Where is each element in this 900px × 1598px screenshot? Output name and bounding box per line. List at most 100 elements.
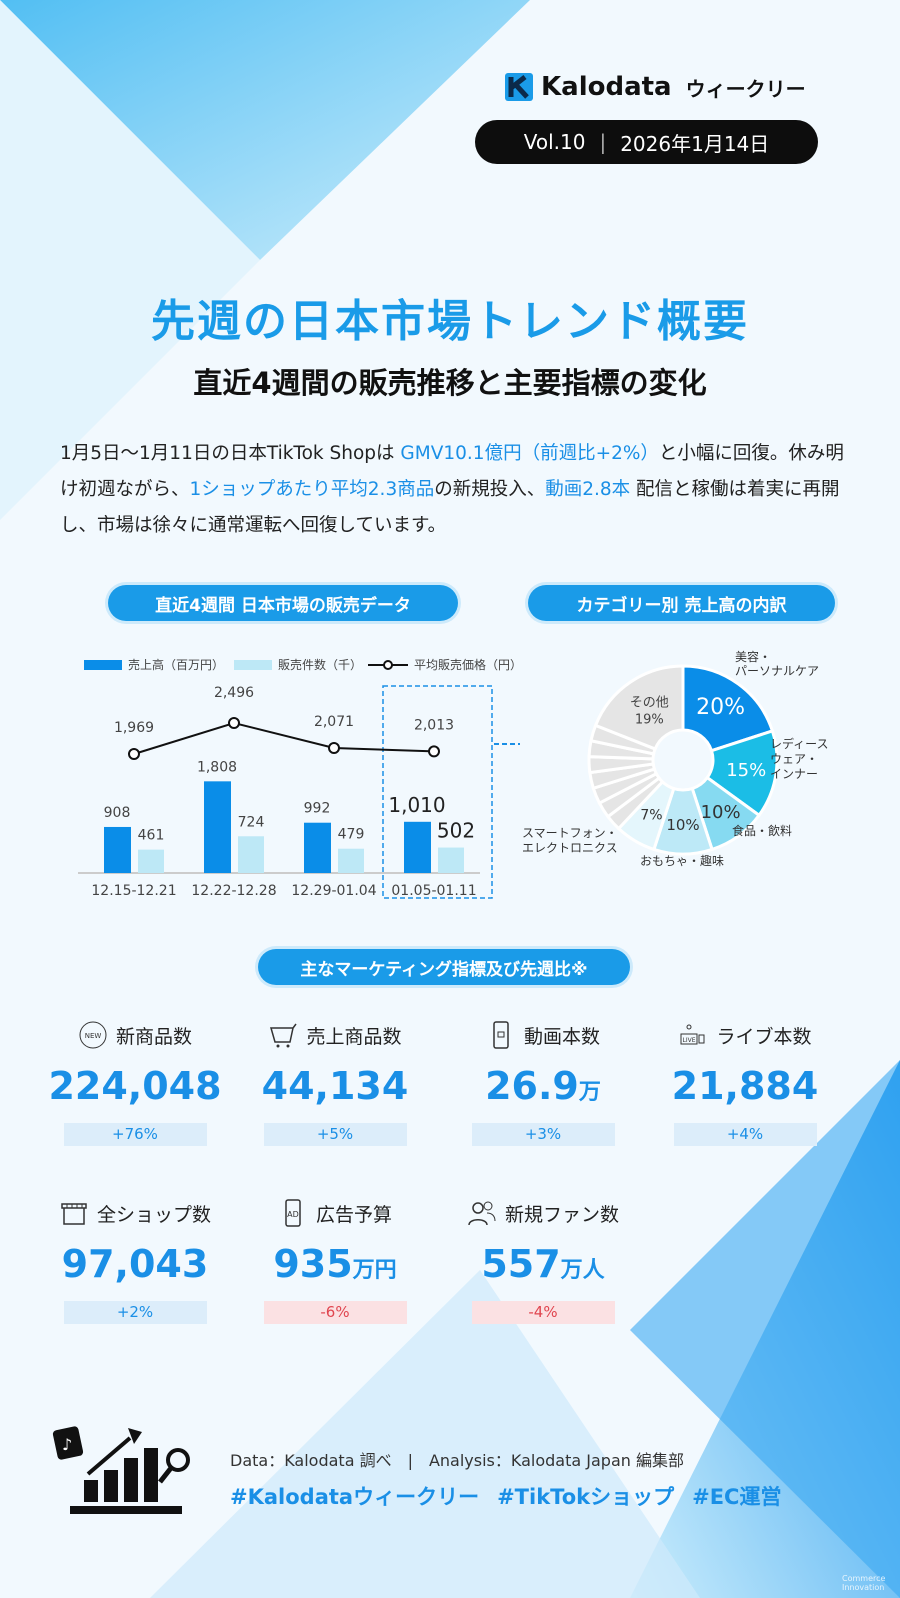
live-icon: LIVE [680,1024,705,1045]
bar-units [238,836,264,873]
metric-value-row: 935万円 [235,1240,435,1295]
series-name: ウィークリー [685,76,806,101]
brand-name: Kalodata [541,72,672,102]
bar-sales [304,822,331,873]
metric-value: 97,043 [61,1242,209,1286]
pie-slice [681,664,775,753]
analytics-illustration-icon: ♪ [52,1426,190,1514]
issue-date: 2026年1月14日 [620,131,770,156]
bar-units [138,849,164,873]
category-pie-chart: 20%15%10%10%7%その他19%美容・パーソナルケアレディースウェア・イ… [522,649,829,868]
x-tick-label: 01.05-01.11 [391,883,476,899]
issue-badge: Vol.10 | 2026年1月14日 [475,120,818,164]
bar-sales [404,821,431,873]
svg-text:NEW: NEW [85,1032,102,1040]
separator: | [599,130,607,154]
metric-card: AD 広告予算 935万円 -6% [235,1196,435,1324]
bar-sales-label: 1,808 [197,759,237,775]
bar-units [338,848,364,873]
hashtag[interactable]: #EC運営 [692,1485,782,1509]
svg-text:AD: AD [287,1210,299,1219]
metric-change-badge: +4% [673,1123,817,1146]
legend-label: 売上高（百万円） [128,658,225,672]
bar-units-label: 461 [138,828,165,844]
summary-highlight: 1ショップあたり平均2.3商品 [189,479,435,500]
pie-label-beauty: パーソナルケア [735,664,819,678]
svg-text:♪: ♪ [62,1435,72,1454]
metric-change-badge: +76% [63,1123,207,1146]
pie-label-phone: スマートフォン・ [522,826,618,840]
metric-label: 新規ファン数 [504,1203,619,1226]
section-marketing-title: 主なマーケティング指標及び先週比※ [258,949,630,985]
metric-value: 557 [481,1242,561,1286]
summary-text: 配信と稼働は着実に再開し、市場は徐々に通常運転へ回復しています。 [60,479,840,536]
bar-units [438,847,464,873]
bar-units-label: 479 [338,827,365,843]
section-sales-title: 直近4週間 日本市場の販売データ [108,585,458,621]
pie-other-label: その他 [630,695,669,710]
metric-label-row: NEW 新商品数 [35,1018,235,1052]
bar-sales-label: 1,010 [388,793,445,817]
bar-units-label: 502 [437,819,475,843]
pie-value-label: 15% [726,760,766,781]
volume: Vol.10 [523,130,586,154]
metric-card: 新規ファン数 557万人 -4% [443,1196,643,1324]
summary-text: 1月5日～1月11日の日本TikTok Shopは [60,443,401,464]
metric-change-badge: +2% [63,1301,207,1324]
price-line [133,721,435,755]
ad-phone-icon: AD [285,1199,301,1227]
legend-line-marker [368,659,409,670]
metric-label: ライブ本数 [716,1025,812,1048]
metric-value-row: 44,134 [235,1062,435,1117]
brand-logo: Kalodata ウィークリー [505,72,806,102]
chart-legend: 売上高（百万円） 販売件数（千） 平均販売価格（円） [84,656,522,673]
legend-label: 平均販売価格（円） [414,658,523,672]
summary-text: の新規投入、 [434,479,546,500]
metric-value: 224,048 [48,1064,222,1108]
metric-value: 26.9 [485,1064,579,1108]
metric-label-row: LIVE ライブ本数 [645,1018,845,1052]
highlight-box [382,685,493,899]
metric-change-badge: +5% [263,1123,407,1146]
metric-label: 全ショップ数 [96,1203,211,1226]
price-label: 1,969 [114,720,154,736]
price-label: 2,496 [214,685,254,701]
metric-label: 新商品数 [115,1025,192,1048]
metric-unit: 万 [578,1080,601,1105]
metric-unit: 万円 [352,1258,397,1283]
metric-change-badge: +3% [471,1123,615,1146]
pie-label-ladies: ウェア・ [770,752,818,766]
pie-value-label: 10% [666,816,699,834]
price-point [128,748,140,760]
metric-value: 21,884 [671,1064,819,1108]
metric-label-row: AD 広告予算 [235,1196,435,1230]
metric-value-row: 26.9万 [443,1062,643,1117]
hashtag[interactable]: #Kalodataウィークリー [230,1485,480,1509]
metric-card: 動画本数 26.9万 +3% [443,1018,643,1146]
price-point [328,742,340,755]
metric-label-row: 全ショップ数 [35,1196,235,1230]
metric-label: 広告予算 [315,1203,392,1226]
hashtag[interactable]: #TikTokショップ [497,1485,675,1509]
bar-sales [204,781,231,873]
pie-value-label: 7% [640,807,662,823]
pie-label-ladies: レディース [770,736,829,751]
legend-swatch [84,659,122,670]
bar-units-label: 724 [238,814,265,830]
price-point [428,745,440,758]
metric-value: 935 [273,1242,353,1286]
metric-value-row: 21,884 [645,1062,845,1117]
bar-sales [104,826,131,873]
svg-text:LIVE: LIVE [683,1037,696,1044]
data-credit: Data：Kalodata 調べ | Analysis：Kalodata Jap… [230,1451,684,1470]
pie-label-food: 食品・飲料 [732,823,792,838]
summary-text: と小幅に回復。休み明け初週ながら、 [60,443,844,500]
page-subtitle: 直近4週間の販売推移と主要指標の変化 [193,366,707,400]
pie-label-phone: エレクトロニクス [522,841,618,855]
metric-value-row: 224,048 [35,1062,235,1117]
pie-label-beauty: 美容・ [735,649,771,664]
price-label: 2,013 [414,717,454,733]
watermark: Commerce Innovation [842,1574,886,1592]
summary-highlight: GMV10.1億円（前週比+2%） [400,443,659,464]
metric-value: 44,134 [261,1064,409,1108]
